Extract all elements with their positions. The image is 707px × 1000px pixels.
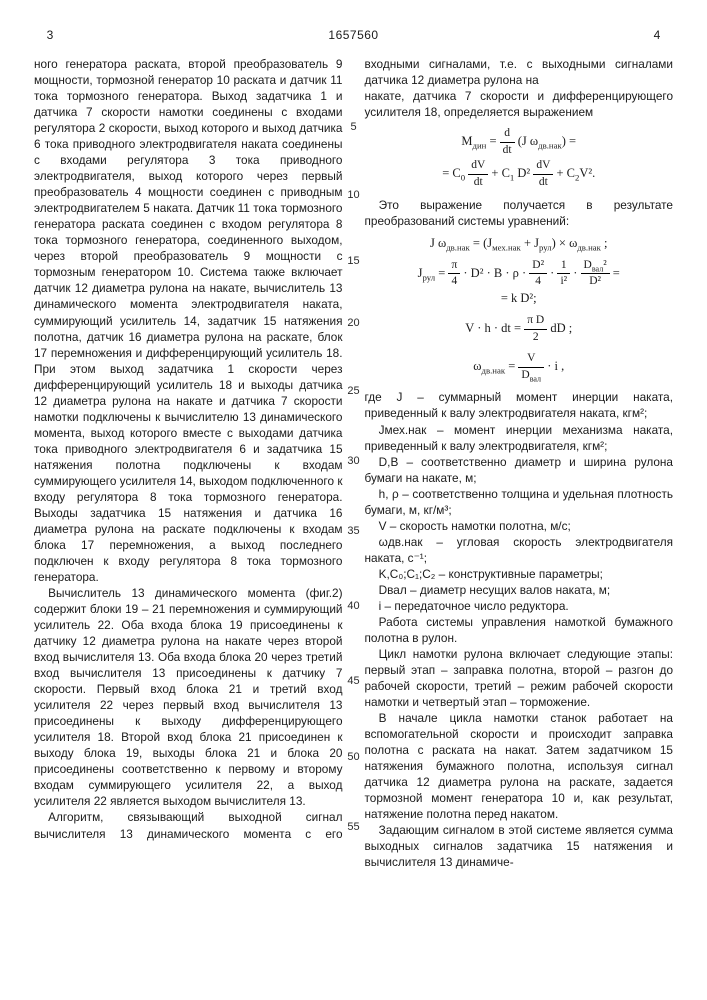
line-number: 10 <box>345 189 363 201</box>
body-paragraph: Задающим сигналом в этой системе являетс… <box>365 822 674 870</box>
line-number: 40 <box>345 600 363 612</box>
line-number: 55 <box>345 821 363 833</box>
line-number: 25 <box>345 385 363 397</box>
line-number: 20 <box>345 317 363 329</box>
page-header: 3 1657560 4 <box>34 28 673 42</box>
line-number: 5 <box>345 121 363 133</box>
body-paragraph: Вычислитель 13 динамического момента (фи… <box>34 585 343 809</box>
body-paragraph: накате, датчика 7 скорости и дифференцир… <box>365 88 674 120</box>
body-paragraph: Цикл намотки рулона включает следующие э… <box>365 646 674 710</box>
page-number-right: 4 <box>647 28 667 42</box>
body-paragraph: ного генератора раската, второй преобраз… <box>34 56 343 585</box>
definition-item: h, ρ – соответственно толщина и удельная… <box>365 486 674 518</box>
definition-item: Dвал – диаметр несущих валов наката, м; <box>365 582 674 598</box>
body-paragraph: В начале цикла намотки станок работает н… <box>365 710 674 822</box>
formula-j-omega: J ωдв.нак = (Jмех.нак + Jрул) × ωдв.нак … <box>365 235 674 252</box>
definition-item: V – скорость намотки полотна, м/с; <box>365 518 674 534</box>
line-number: 30 <box>345 455 363 467</box>
definition-item: D,B – соответственно диаметр и ширина ру… <box>365 454 674 486</box>
patent-page: 3 1657560 4 5 10 15 20 25 30 35 40 45 50… <box>0 0 707 1000</box>
definition-item: ωдв.нак – угловая скорость электродвигат… <box>365 534 674 566</box>
line-number: 35 <box>345 525 363 537</box>
definition-item: Jмех.нак – момент инерции механизма нака… <box>365 422 674 454</box>
line-number: 45 <box>345 675 363 687</box>
definitions-list: Jмех.нак – момент инерции механизма нака… <box>365 422 674 614</box>
formula-omega: ωдв.нак = VDвал · i , <box>365 351 674 383</box>
line-number: 50 <box>345 751 363 763</box>
formula-m-dyn: Mдин = ddt (J ωдв.нак) = = C0 dVdt + C1 … <box>365 126 674 191</box>
definition-item: i – передаточное число редуктора. <box>365 598 674 614</box>
formula-j-roll: Jрул = π4 · D² · B · ρ · D²4 · 1i² · Dва… <box>365 258 674 307</box>
body-paragraph: Это выражение получается в результате пр… <box>365 197 674 229</box>
body-paragraph: Работа системы управления намоткой бумаж… <box>365 614 674 646</box>
patent-number: 1657560 <box>60 28 647 42</box>
page-number-left: 3 <box>40 28 60 42</box>
formula-vh: V · h · dt = π D2 dD ; <box>365 313 674 345</box>
definition-item: K,C₀;C₁;C₂ – конструктивные параметры; <box>365 566 674 582</box>
line-number: 15 <box>345 255 363 267</box>
definition-lead: где J – суммарный момент инерции наката,… <box>365 389 674 421</box>
